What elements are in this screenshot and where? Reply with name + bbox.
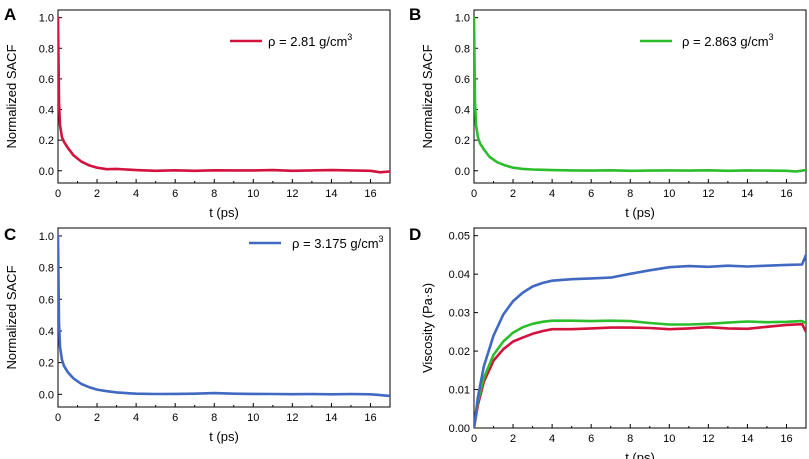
y-tick-label: 1.0 xyxy=(39,13,54,25)
y-axis-label: Viscosity (Pa·s) xyxy=(420,283,435,373)
y-tick-label: 0.0 xyxy=(455,166,470,178)
y-tick-label: 0.03 xyxy=(449,308,470,320)
panel-letter: C xyxy=(4,225,16,244)
legend-label: ρ = 3.175 g/cm3 xyxy=(292,234,384,251)
y-tick-label: 0.8 xyxy=(455,43,470,55)
y-tick-label: 0.2 xyxy=(39,358,54,370)
x-tick-label: 0 xyxy=(471,188,477,200)
x-tick-label: 4 xyxy=(549,433,555,445)
y-tick-label: 1.0 xyxy=(455,13,470,25)
x-tick-label: 14 xyxy=(741,433,753,445)
x-tick-label: 16 xyxy=(364,412,376,424)
panel-letter: A xyxy=(4,5,16,24)
y-tick-label: 0.4 xyxy=(39,326,54,338)
x-tick-label: 10 xyxy=(663,188,675,200)
x-tick-label: 10 xyxy=(247,412,259,424)
panel-c: C 0 2 4 6 8 10 12 14 16 0.0 0.2 0.4 0.6 0.8 1.0 t (ps) No… xyxy=(4,225,391,444)
x-tick-label: 2 xyxy=(510,433,516,445)
y-tick-label: 0.8 xyxy=(39,43,54,55)
x-tick-label: 8 xyxy=(627,188,633,200)
x-tick-label: 0 xyxy=(55,188,61,200)
y-tick-label: 0.00 xyxy=(449,423,470,435)
x-tick-label: 0 xyxy=(471,433,477,445)
series-line xyxy=(474,319,806,428)
panel-letter: D xyxy=(409,225,421,244)
panel-a: A 0 2 4 6 8 10 12 14 16 0.0 0.2 0.4 0.6 0.8 1.0 t (ps) No… xyxy=(4,5,391,220)
series-line xyxy=(474,322,806,428)
x-tick-label: 14 xyxy=(741,188,753,200)
series-line xyxy=(474,16,806,173)
x-axis-label: t (ps) xyxy=(209,429,239,444)
x-tick-label: 4 xyxy=(133,188,139,200)
x-tick-label: 6 xyxy=(588,433,594,445)
panel-letter: B xyxy=(409,5,421,24)
y-tick-label: 0.2 xyxy=(455,135,470,147)
x-axis-label: t (ps) xyxy=(625,450,655,459)
legend-label: ρ = 2.863 g/cm3 xyxy=(682,32,774,49)
y-tick-label: 0.05 xyxy=(449,231,470,243)
x-tick-label: 2 xyxy=(94,412,100,424)
x-tick-label: 10 xyxy=(247,188,259,200)
y-tick-label: 0.0 xyxy=(39,389,54,401)
y-tick-label: 0.02 xyxy=(449,346,470,358)
y-tick-label: 1.0 xyxy=(39,231,54,243)
x-tick-label: 8 xyxy=(211,188,217,200)
x-tick-label: 10 xyxy=(663,433,675,445)
x-tick-label: 4 xyxy=(133,412,139,424)
x-tick-label: 2 xyxy=(510,188,516,200)
x-tick-label: 14 xyxy=(325,188,337,200)
y-tick-label: 0.0 xyxy=(39,166,54,178)
legend-label: ρ = 2.81 g/cm3 xyxy=(268,32,352,49)
y-axis-label: Normalized SACF xyxy=(420,44,435,148)
x-axis-label: t (ps) xyxy=(209,205,239,220)
y-tick-label: 0.6 xyxy=(39,74,54,86)
plot-frame xyxy=(473,227,807,429)
x-tick-label: 12 xyxy=(702,433,714,445)
series-line xyxy=(474,253,806,428)
x-tick-label: 6 xyxy=(588,188,594,200)
series-line xyxy=(58,234,390,398)
panel-d: D 0 2 4 6 8 10 12 14 16 0.00 0.01 0.02 0.03 0.04 0.05 t … xyxy=(409,225,807,459)
x-tick-label: 16 xyxy=(780,433,792,445)
series-line xyxy=(58,16,390,174)
x-tick-label: 12 xyxy=(702,188,714,200)
x-tick-label: 16 xyxy=(364,188,376,200)
y-tick-label: 0.01 xyxy=(449,385,470,397)
x-tick-label: 6 xyxy=(172,188,178,200)
x-axis-label: t (ps) xyxy=(625,205,655,220)
plot-frame xyxy=(57,227,391,408)
y-axis-label: Normalized SACF xyxy=(4,265,19,369)
y-tick-label: 0.6 xyxy=(39,294,54,306)
x-tick-label: 14 xyxy=(325,412,337,424)
x-tick-label: 12 xyxy=(286,188,298,200)
y-axis-label: Normalized SACF xyxy=(4,44,19,148)
x-tick-label: 0 xyxy=(55,412,61,424)
y-tick-label: 0.6 xyxy=(455,74,470,86)
x-tick-label: 12 xyxy=(286,412,298,424)
x-tick-label: 8 xyxy=(627,433,633,445)
panel-b: B 0 2 4 6 8 10 12 14 16 0.0 0.2 0.4 0.6 0.8 1.0 t (ps) No… xyxy=(409,5,807,220)
y-tick-label: 0.2 xyxy=(39,135,54,147)
x-tick-label: 16 xyxy=(780,188,792,200)
y-tick-label: 0.4 xyxy=(39,105,54,117)
y-tick-label: 0.4 xyxy=(455,105,470,117)
x-tick-label: 6 xyxy=(172,412,178,424)
x-tick-label: 8 xyxy=(211,412,217,424)
y-tick-label: 0.8 xyxy=(39,263,54,275)
x-tick-label: 4 xyxy=(549,188,555,200)
y-tick-label: 0.04 xyxy=(449,269,470,281)
x-tick-label: 2 xyxy=(94,188,100,200)
